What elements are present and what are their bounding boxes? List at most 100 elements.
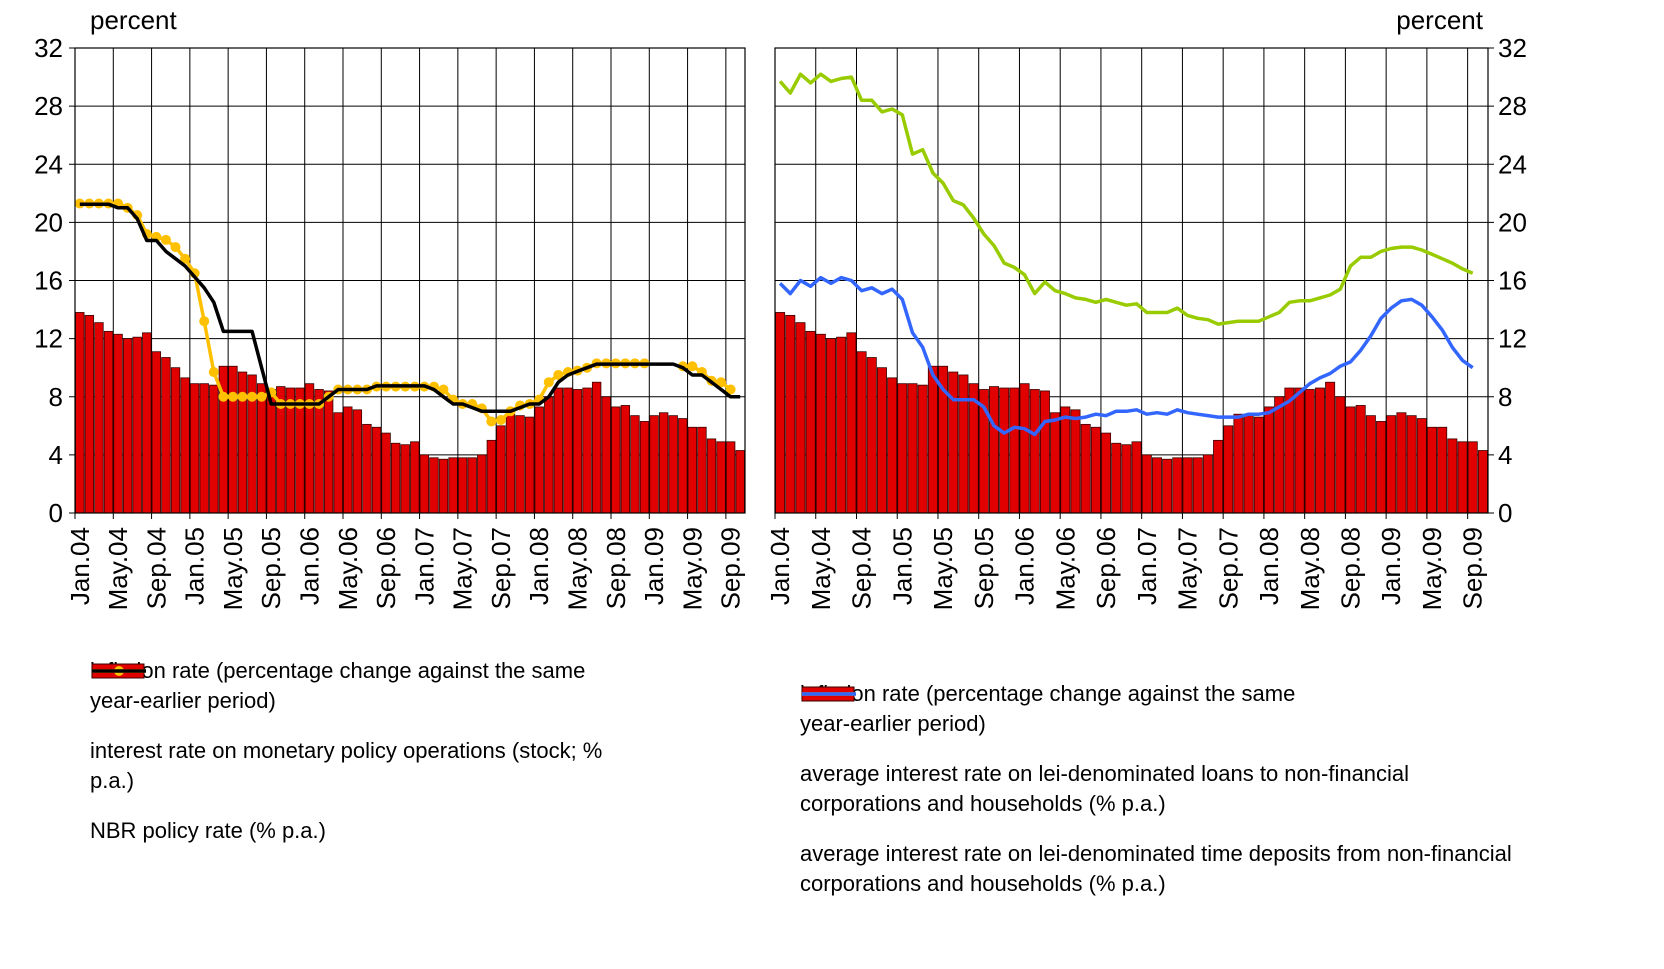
y-tick-label: 28 [1498, 91, 1527, 121]
bar [1457, 441, 1468, 514]
bar [1264, 406, 1275, 514]
legend-label: average interest rate on lei-denominated… [800, 841, 1512, 896]
x-tick-label: Jan.07 [409, 527, 439, 605]
y-tick-label: 12 [34, 324, 63, 354]
y-tick-label: 0 [49, 498, 63, 528]
bar [1202, 454, 1213, 514]
bar [1274, 396, 1285, 514]
bar [1070, 409, 1081, 514]
marker [725, 384, 736, 395]
bar [256, 383, 267, 514]
bar [1233, 413, 1244, 514]
bar [611, 406, 621, 514]
x-tick-label: Jan.05 [180, 527, 210, 605]
y-tick-label: 4 [49, 440, 63, 470]
bar [658, 412, 669, 514]
x-tick-label: Sep.09 [716, 527, 746, 609]
x-tick-label: May.04 [103, 527, 133, 610]
x-tick-label: May.06 [333, 527, 363, 610]
bar [199, 383, 209, 514]
x-tick-label: Sep.08 [601, 527, 631, 609]
bar [390, 442, 401, 514]
bar [1294, 387, 1305, 514]
bar [1335, 396, 1346, 514]
bar [795, 322, 806, 514]
x-tick-label: Jan.08 [524, 527, 554, 605]
bar [534, 406, 544, 514]
marker [227, 391, 238, 402]
bar [419, 454, 430, 514]
bar [1304, 389, 1315, 514]
bar [1243, 415, 1254, 514]
bar [142, 332, 152, 514]
legend-item: average interest rate on lei-denominated… [800, 692, 1530, 819]
legend: inflation rate (percentage change agains… [90, 656, 610, 866]
bar [1253, 416, 1264, 514]
marker [716, 377, 727, 388]
x-tick-label: May.08 [1295, 527, 1325, 610]
bar [496, 425, 506, 514]
bar [1406, 415, 1417, 514]
bar [1050, 412, 1061, 514]
x-tick-label: Sep.04 [847, 527, 877, 609]
bar [897, 383, 908, 514]
bar [505, 413, 516, 514]
bar [1019, 383, 1030, 514]
line [778, 275, 1474, 437]
y-tick-label: 8 [49, 382, 63, 412]
y-tick-label: 16 [34, 266, 63, 296]
bar [209, 384, 219, 514]
plot-frame [74, 47, 746, 514]
y-tick-label: 20 [34, 207, 63, 237]
bar [343, 406, 353, 514]
bar [1009, 387, 1020, 514]
x-tick-label: Sep.05 [969, 527, 999, 609]
bar [457, 457, 468, 514]
bar [381, 432, 391, 514]
marker [237, 391, 248, 402]
legend-label: interest rate on monetary policy operati… [90, 738, 603, 793]
bar [563, 387, 573, 514]
bar [1426, 426, 1437, 514]
x-tick-label: May.05 [218, 527, 248, 610]
bar [429, 457, 439, 514]
y-tick-label: 8 [1498, 382, 1512, 412]
x-tick-label: Jan.07 [1132, 527, 1162, 605]
bar [180, 377, 190, 514]
bar [917, 384, 928, 514]
legend-label: average interest rate on lei-denominated… [800, 761, 1410, 816]
marker [218, 391, 229, 402]
bar [1376, 421, 1387, 514]
bar [725, 441, 736, 514]
bar [448, 457, 458, 514]
x-tick-label: Jan.05 [887, 527, 917, 605]
x-tick-label: May.04 [806, 527, 836, 610]
bar [486, 439, 497, 514]
x-tick-label: May.07 [1173, 527, 1203, 610]
y-axis-label: percent [90, 5, 177, 35]
bar [1192, 457, 1203, 514]
bar [805, 330, 816, 514]
x-tick-label: May.05 [928, 527, 958, 610]
bar [601, 396, 611, 514]
bar [553, 387, 564, 514]
bar [735, 450, 745, 514]
bar [1162, 458, 1173, 514]
bar [94, 322, 104, 514]
x-tick-label: Jan.04 [65, 527, 95, 605]
bar [687, 426, 698, 514]
bar [122, 338, 133, 514]
bar [836, 336, 847, 514]
bar [362, 423, 372, 514]
bar [1396, 412, 1407, 514]
bar [948, 371, 959, 514]
bar [649, 415, 659, 514]
marker [74, 198, 85, 209]
bar [1151, 457, 1162, 514]
bar [1284, 387, 1295, 514]
bar [1386, 415, 1397, 514]
bar [1141, 454, 1152, 514]
line [79, 202, 741, 414]
bar [1223, 425, 1234, 514]
marker [495, 415, 506, 425]
